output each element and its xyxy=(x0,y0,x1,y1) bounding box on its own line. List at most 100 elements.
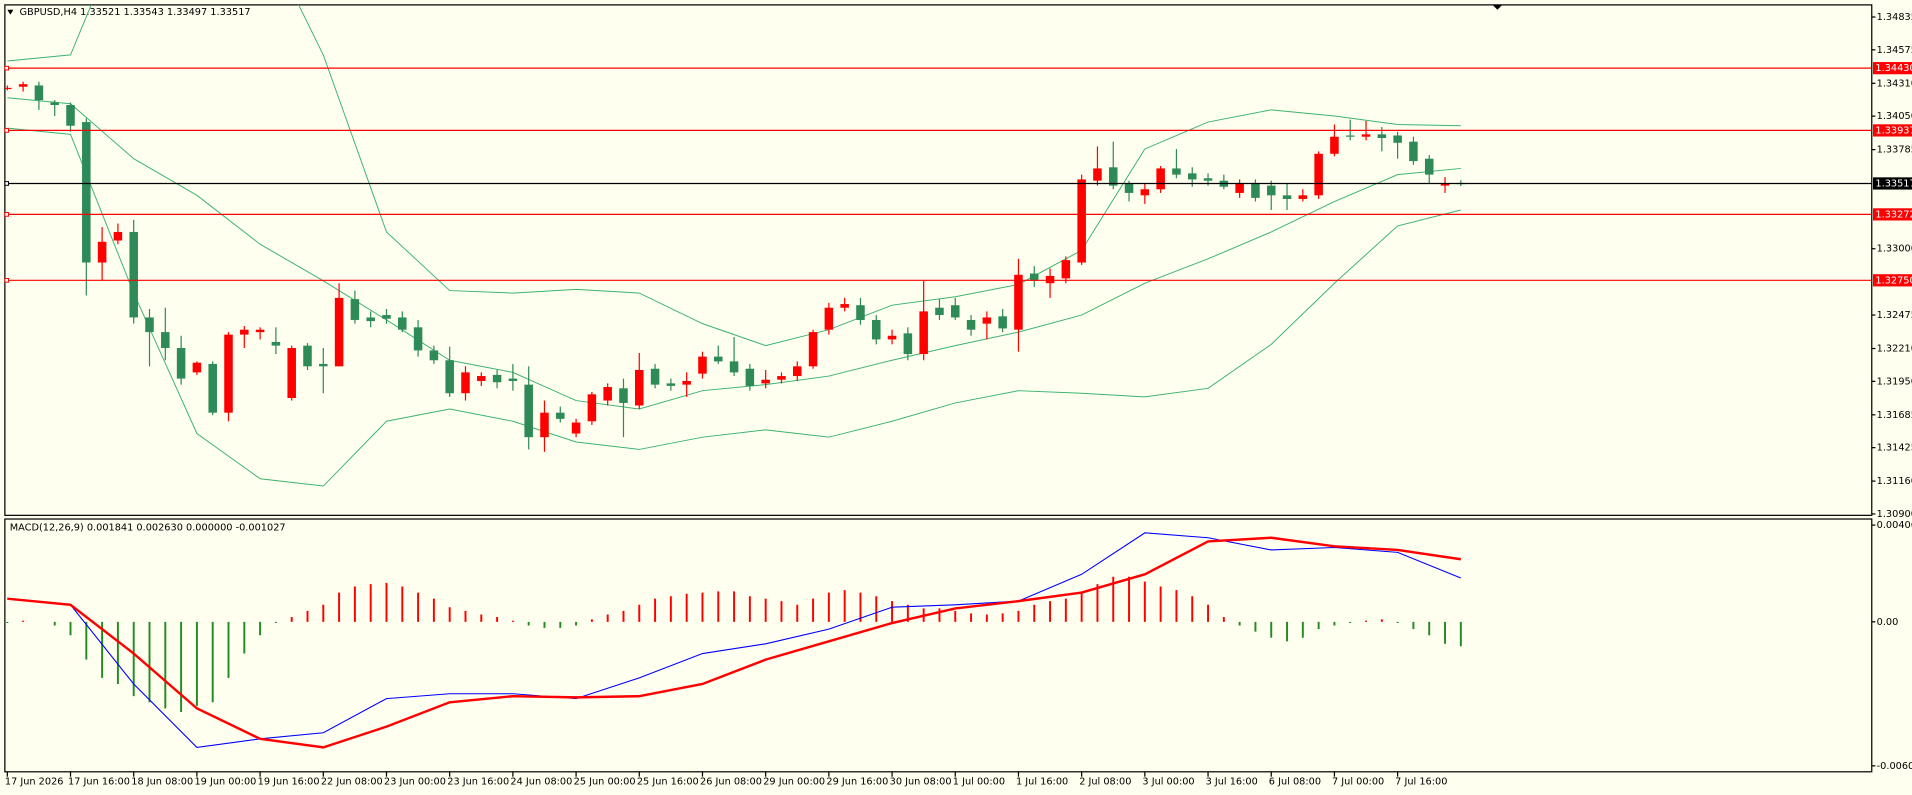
x-tick-label: 3 Jul 16:00 xyxy=(1206,777,1258,788)
candle-body xyxy=(1345,135,1355,137)
candle-body xyxy=(887,335,897,340)
candle-body xyxy=(666,383,676,386)
x-tick-label: 25 Jun 00:00 xyxy=(574,777,636,788)
candle-body xyxy=(34,85,44,101)
x-tick-label: 7 Jul 00:00 xyxy=(1332,777,1384,788)
candle-body xyxy=(1377,134,1387,138)
candle-body xyxy=(777,376,786,380)
candle-body xyxy=(461,372,470,394)
candle-body xyxy=(824,307,834,330)
current-price-label-box xyxy=(1872,177,1912,190)
candle-body xyxy=(1330,136,1339,154)
y-tick-label: 1.31950 xyxy=(1877,376,1912,387)
current-price-handle xyxy=(4,181,10,186)
candle-body xyxy=(176,348,186,379)
candle-body xyxy=(1014,274,1023,330)
x-tick-label: 17 Jun 16:00 xyxy=(68,777,130,788)
candle-body xyxy=(129,231,138,318)
candle-body xyxy=(950,305,960,318)
candle-body xyxy=(1409,141,1418,162)
candle-body xyxy=(792,366,802,377)
candle-body xyxy=(303,345,312,367)
candle-body xyxy=(97,241,107,263)
x-tick-label: 3 Jul 00:00 xyxy=(1142,777,1194,788)
candle-body xyxy=(366,317,375,322)
level-line-handle xyxy=(4,65,10,71)
candle-body xyxy=(919,311,928,355)
candle-body xyxy=(1235,183,1244,193)
band-lower xyxy=(7,127,1461,487)
x-tick-label: 18 Jun 08:00 xyxy=(131,777,193,788)
candle-body xyxy=(319,363,328,367)
candle-body xyxy=(635,369,644,406)
y-tick-label: 0.004065 xyxy=(1877,520,1912,531)
candle-body xyxy=(1093,168,1102,181)
candle-body xyxy=(698,356,707,374)
candle-body xyxy=(1029,273,1039,281)
candle-body xyxy=(1077,179,1086,263)
y-tick-label: 1.30900 xyxy=(1877,509,1912,520)
candle-body xyxy=(587,394,597,422)
level-line-label-box xyxy=(1872,62,1912,75)
candle-body xyxy=(808,332,818,367)
x-tick-label: 23 Jun 16:00 xyxy=(447,777,509,788)
level-line-label-box xyxy=(1872,124,1912,137)
candle-body xyxy=(271,341,281,346)
candle-body xyxy=(603,387,612,401)
candle-body xyxy=(1156,168,1165,190)
candle-body xyxy=(1187,173,1197,180)
candle-body xyxy=(903,333,913,355)
candle-body xyxy=(445,360,454,394)
candle-body xyxy=(966,319,976,330)
band-upper xyxy=(7,4,1461,347)
candle-body xyxy=(1061,260,1071,279)
candle-body xyxy=(50,102,59,106)
candle-body xyxy=(682,380,691,385)
candle-body xyxy=(240,329,249,335)
shift-marker[interactable] xyxy=(1492,4,1503,10)
y-tick-label: 0.00 xyxy=(1877,617,1899,628)
candle-body xyxy=(840,304,849,308)
candle-body xyxy=(287,348,296,399)
candle-body xyxy=(4,87,12,90)
y-tick-label: 1.32475 xyxy=(1877,310,1912,321)
candle-body xyxy=(334,297,344,367)
level-line-handle xyxy=(4,212,10,217)
candle-body xyxy=(935,307,944,316)
candle-body xyxy=(619,388,628,403)
candle-body xyxy=(1172,168,1181,175)
x-tick-label: 1 Jul 16:00 xyxy=(1016,777,1068,788)
candle-body xyxy=(556,412,565,419)
candle-body xyxy=(192,362,202,373)
candle-body xyxy=(66,105,75,126)
y-tick-label: 1.34310 xyxy=(1877,78,1912,89)
level-line-handle xyxy=(4,278,10,283)
y-tick-label: 1.31685 xyxy=(1877,410,1912,421)
x-tick-label: 6 Jul 08:00 xyxy=(1269,777,1321,788)
y-tick-label: 1.33785 xyxy=(1877,145,1912,156)
signal-line xyxy=(7,536,1462,749)
candle-body xyxy=(1314,153,1323,196)
candle-body xyxy=(350,299,360,320)
candle-body xyxy=(1298,195,1308,199)
candle-body xyxy=(540,412,549,438)
candle-body xyxy=(208,363,217,413)
y-tick-label: 1.33000 xyxy=(1877,244,1912,255)
candle-body xyxy=(1108,167,1118,186)
macd-title: MACD(12,26,9) 0.001841 0.002630 0.000000… xyxy=(10,523,286,534)
level-line-handle xyxy=(4,128,10,133)
candle-body xyxy=(1282,195,1292,199)
level-line-label: 1.33272 xyxy=(1875,209,1912,220)
candle-body xyxy=(508,378,518,381)
candle-body xyxy=(745,368,755,386)
axes: 1.34835 1.34575 1.34310 1.34050 1.33785 1.330… xyxy=(4,12,1912,788)
y-tick-label: 1.32210 xyxy=(1877,344,1912,355)
candle-body xyxy=(571,422,581,434)
candle-body xyxy=(382,315,391,319)
price-panel xyxy=(4,4,1873,516)
x-tick-label: 7 Jul 16:00 xyxy=(1395,777,1447,788)
candle-body xyxy=(82,122,91,263)
menu-arrow[interactable] xyxy=(7,9,14,15)
candle-body xyxy=(1361,134,1371,137)
